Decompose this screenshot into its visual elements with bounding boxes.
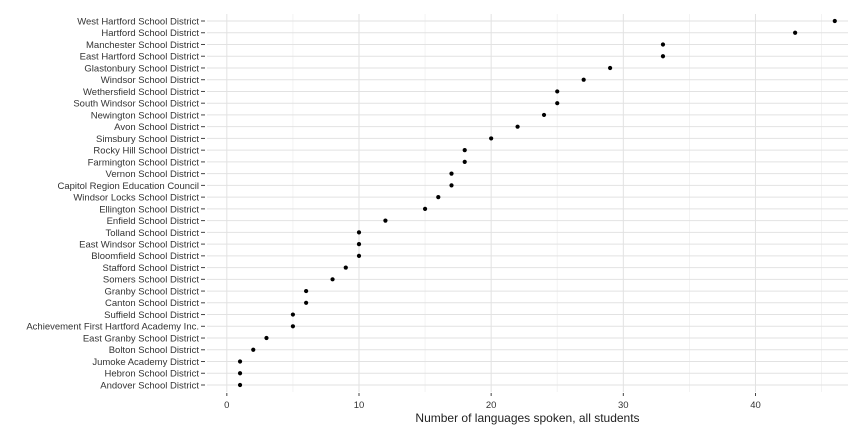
y-tick-label: Glastonbury School District: [84, 63, 199, 74]
data-point: [237, 359, 243, 364]
y-tick-label: East Windsor School District: [79, 239, 199, 250]
data-point: [290, 312, 296, 317]
x-axis-ticks: 0 10 20 30 40: [224, 393, 761, 411]
y-tick-label: Farmington School District: [88, 157, 200, 168]
data-point: [304, 300, 309, 305]
y-tick-label: Tolland School District: [106, 228, 200, 239]
data-point: [489, 136, 494, 141]
data-point: [660, 54, 666, 59]
x-tick-label: 40: [750, 400, 761, 411]
data-point: [793, 30, 798, 35]
data-point: [608, 65, 613, 71]
data-point: [832, 18, 837, 24]
y-tick-label: South Windsor School District: [73, 99, 199, 110]
y-tick-label: Somers School District: [103, 275, 199, 286]
data-point: [555, 89, 560, 94]
y-tick-label: Canton School District: [105, 298, 199, 309]
data-point: [555, 101, 560, 106]
grid: [207, 14, 848, 392]
y-tick-label: Avon School District: [114, 122, 199, 133]
y-tick-label: Enfield School District: [107, 216, 200, 227]
y-tick-label: Andover School District: [100, 380, 199, 391]
y-tick-label: East Granby School District: [83, 333, 200, 344]
y-tick-label: Jumoke Academy District: [92, 357, 199, 368]
data-point: [436, 195, 441, 200]
data-point: [264, 335, 269, 341]
y-tick-label: Hebron School District: [104, 369, 199, 380]
y-tick-label: Manchester School District: [86, 40, 199, 51]
y-tick-label: Stafford School District: [103, 263, 200, 274]
x-tick-label: 0: [224, 400, 229, 411]
data-points: [237, 18, 837, 388]
y-tick-label: Capitol Region Education Council: [57, 181, 199, 192]
y-tick-label: Simsbury School District: [96, 134, 199, 145]
data-point: [330, 277, 335, 282]
y-tick-label: Vernon School District: [106, 169, 200, 180]
x-axis-title: Number of languages spoken, all students: [415, 411, 639, 425]
y-tick-label: Wethersfield School District: [83, 87, 199, 98]
data-point: [449, 171, 454, 176]
data-point: [462, 148, 467, 153]
data-point: [515, 124, 520, 129]
y-tick-label: Rocky Hill School District: [93, 146, 199, 157]
data-point: [251, 347, 256, 352]
data-point: [462, 159, 467, 165]
y-tick-label: Ellington School District: [99, 204, 199, 215]
y-tick-label: Windsor Locks School District: [73, 193, 199, 204]
data-point: [356, 253, 362, 258]
data-point: [290, 324, 296, 329]
y-tick-label: West Hartford School District: [77, 16, 199, 27]
data-point: [449, 183, 454, 188]
data-point: [383, 218, 388, 223]
y-tick-label: Hartford School District: [101, 28, 199, 39]
x-tick-label: 30: [618, 400, 629, 411]
data-point: [356, 241, 362, 247]
y-tick-label: Granby School District: [104, 286, 199, 297]
data-point: [304, 288, 309, 294]
data-point: [237, 382, 243, 388]
data-point: [422, 206, 428, 211]
x-tick-label: 20: [486, 400, 497, 411]
data-point: [581, 77, 586, 82]
data-point: [541, 112, 547, 118]
y-tick-label: East Hartford School District: [80, 52, 200, 63]
y-tick-label: Achievement First Hartford Academy Inc.: [26, 322, 199, 333]
data-point: [356, 230, 362, 235]
data-point: [343, 265, 348, 270]
y-tick-label: Bloomfield School District: [91, 251, 199, 262]
data-point: [237, 371, 243, 376]
y-tick-label: Windsor School District: [101, 75, 200, 86]
data-point: [660, 42, 666, 47]
y-tick-label: Bolton School District: [109, 345, 200, 356]
y-tick-label: Newington School District: [91, 110, 200, 121]
x-tick-label: 10: [354, 400, 365, 411]
y-tick-label: Suffield School District: [104, 310, 199, 321]
